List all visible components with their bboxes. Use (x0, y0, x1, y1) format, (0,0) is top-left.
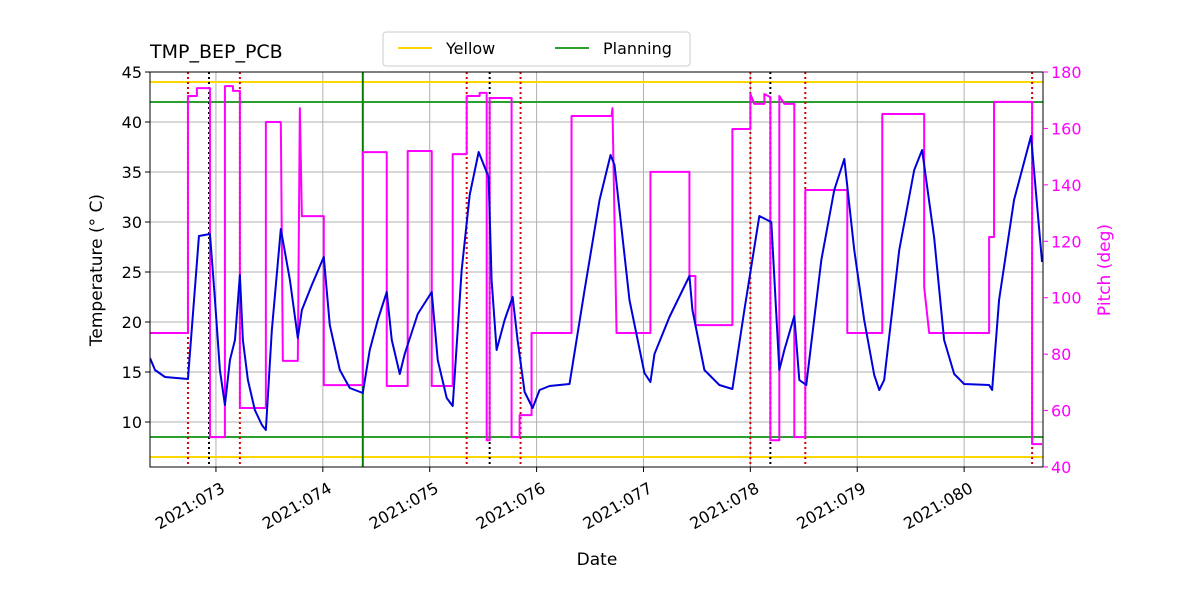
y-tick-label: 25 (122, 263, 142, 282)
x-tick-label: 2021:077 (580, 478, 656, 533)
axes-frame (149, 71, 1044, 468)
y-tick-label: 30 (122, 213, 142, 232)
legend-entries: Yellow Planning (398, 39, 672, 58)
y-tick-label: 15 (122, 363, 142, 382)
x-tick-label: 2021:078 (686, 478, 762, 533)
y2-tick-label: 140 (1051, 176, 1082, 195)
y-tick-label: 20 (122, 313, 142, 332)
legend (382, 31, 691, 67)
y2-tick-label: 80 (1051, 345, 1071, 364)
grid (150, 71, 1043, 467)
series-line (150, 135, 1043, 431)
x-tick-label: 2021:076 (473, 478, 549, 533)
x-tick-label: 2021:075 (366, 478, 442, 533)
legend-label: Yellow (445, 39, 495, 58)
y-tick-label: 45 (122, 63, 142, 82)
x-tick-label: 2021:073 (152, 478, 228, 533)
y2-tick-label: 40 (1051, 458, 1071, 477)
y2-tick-label: 160 (1051, 119, 1082, 138)
y-tick-label: 40 (122, 113, 142, 132)
y2-tick-label: 100 (1051, 289, 1082, 308)
plot-area (150, 72, 1043, 467)
x-tick-label: 2021:080 (900, 478, 976, 533)
y-tick-label: 10 (122, 413, 142, 432)
y-axis-label: Temperature (° C) (87, 194, 107, 347)
y2-tick-label: 120 (1051, 232, 1082, 251)
series-line (150, 85, 1043, 446)
legend-label: Planning (603, 39, 672, 58)
y2-tick-label: 60 (1051, 402, 1071, 421)
x-tick-label: 2021:079 (793, 478, 869, 533)
y-tick-label: 35 (122, 163, 142, 182)
y2-tick-label: 180 (1051, 63, 1082, 82)
chart-title: TMP_BEP_PCB (149, 41, 283, 63)
x-tick-label: 2021:074 (259, 478, 335, 533)
y2-axis-label: Pitch (deg) (1095, 224, 1115, 316)
x-axis-label: Date (577, 550, 618, 570)
